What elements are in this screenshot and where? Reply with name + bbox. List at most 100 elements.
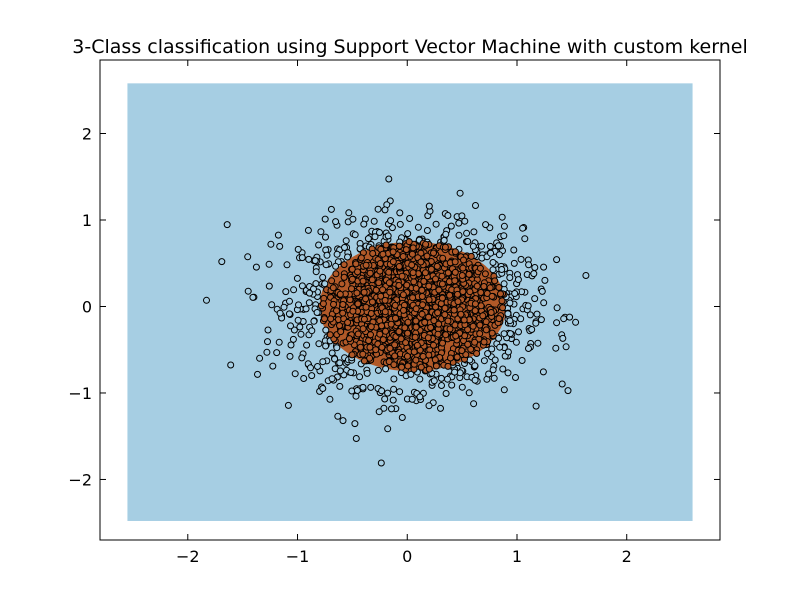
data-point-outer-class <box>500 222 508 230</box>
data-point-outer-class <box>294 316 302 324</box>
data-point-outer-class <box>496 343 504 351</box>
data-point-inner-class <box>353 289 361 297</box>
data-point-outer-class <box>553 319 561 327</box>
data-point-outer-class <box>339 417 347 425</box>
data-point-inner-class <box>418 286 426 294</box>
data-point-inner-class <box>348 285 355 293</box>
data-point-inner-class <box>389 248 397 256</box>
data-point-outer-class <box>440 236 448 244</box>
data-point-inner-class <box>392 314 399 322</box>
data-point-inner-class <box>319 300 327 308</box>
data-point-outer-class <box>519 224 527 232</box>
data-point-outer-class <box>456 369 464 377</box>
data-point-inner-class <box>424 334 432 342</box>
data-point-inner-class <box>491 277 499 285</box>
data-point-outer-class <box>506 330 514 338</box>
x-tick-label: 1 <box>512 547 522 566</box>
data-point-inner-class <box>390 361 398 369</box>
data-point-outer-class <box>332 218 340 226</box>
data-point-inner-class <box>391 341 399 349</box>
data-point-outer-class <box>572 318 580 326</box>
data-point-inner-class <box>425 296 433 304</box>
data-point-outer-class <box>455 231 463 239</box>
data-point-inner-class <box>498 297 506 305</box>
data-point-inner-class <box>409 294 417 302</box>
data-point-outer-class <box>442 390 450 397</box>
data-point-inner-class <box>336 322 343 330</box>
data-point-inner-class <box>477 302 485 310</box>
data-point-inner-class <box>434 309 442 317</box>
data-point-inner-class <box>354 330 362 338</box>
data-point-inner-class <box>377 292 385 300</box>
data-point-outer-class <box>478 242 485 250</box>
data-point-inner-class <box>412 317 420 325</box>
data-point-inner-class <box>408 261 416 269</box>
data-point-inner-class <box>452 332 460 340</box>
data-point-inner-class <box>479 312 487 320</box>
data-point-outer-class <box>283 261 291 269</box>
data-point-outer-class <box>380 404 388 412</box>
data-point-inner-class <box>372 346 380 354</box>
data-point-outer-class <box>295 301 302 309</box>
data-point-outer-class <box>319 358 327 366</box>
data-point-inner-class <box>349 307 357 315</box>
data-point-outer-class <box>564 387 572 395</box>
data-point-outer-class <box>336 359 344 367</box>
data-point-outer-class <box>322 233 329 241</box>
data-point-inner-class <box>385 268 393 276</box>
data-point-outer-class <box>332 262 340 270</box>
data-point-outer-class <box>326 395 334 403</box>
data-point-outer-class <box>267 240 275 248</box>
data-point-inner-class <box>471 338 479 346</box>
data-point-inner-class <box>360 315 368 323</box>
data-point-inner-class <box>362 295 370 303</box>
data-point-outer-class <box>484 350 492 358</box>
data-point-outer-class <box>396 209 404 217</box>
data-point-inner-class <box>354 300 362 308</box>
data-point-outer-class <box>336 367 344 375</box>
data-point-outer-class <box>444 212 452 219</box>
data-point-outer-class <box>398 414 406 421</box>
data-point-outer-class <box>356 373 364 381</box>
data-point-inner-class <box>399 291 407 299</box>
data-point-inner-class <box>379 336 387 344</box>
data-point-inner-class <box>438 294 446 302</box>
data-point-outer-class <box>296 323 304 331</box>
data-point-inner-class <box>409 244 417 252</box>
data-point-outer-class <box>541 276 549 284</box>
data-point-outer-class <box>321 280 329 288</box>
data-point-inner-class <box>495 315 503 323</box>
data-point-outer-class <box>268 301 276 309</box>
data-point-inner-class <box>339 301 347 308</box>
data-point-inner-class <box>473 350 481 357</box>
data-point-outer-class <box>349 215 357 223</box>
data-point-outer-class <box>532 319 540 327</box>
data-point-inner-class <box>336 290 344 298</box>
data-point-inner-class <box>418 293 426 300</box>
data-point-outer-class <box>495 251 503 259</box>
data-point-outer-class <box>524 302 532 310</box>
data-point-inner-class <box>454 290 461 298</box>
data-point-outer-class <box>319 273 327 281</box>
data-point-outer-class <box>385 175 393 183</box>
data-point-inner-class <box>438 280 446 288</box>
data-point-outer-class <box>396 388 404 396</box>
data-point-outer-class <box>252 263 260 271</box>
data-point-inner-class <box>382 241 390 249</box>
data-point-inner-class <box>451 258 459 266</box>
data-point-outer-class <box>423 227 431 234</box>
data-point-inner-class <box>488 329 496 337</box>
data-point-inner-class <box>459 264 467 272</box>
data-point-outer-class <box>300 375 308 382</box>
data-point-outer-class <box>308 372 316 380</box>
data-point-inner-class <box>345 335 353 343</box>
data-point-inner-class <box>466 288 474 296</box>
data-point-inner-class <box>432 275 439 283</box>
data-point-inner-class <box>328 277 336 285</box>
data-point-inner-class <box>404 362 412 370</box>
data-point-inner-class <box>476 330 484 338</box>
data-point-inner-class <box>471 300 479 308</box>
data-point-outer-class <box>464 238 472 245</box>
x-axis: −2 −1 0 1 2 <box>176 60 632 566</box>
data-point-inner-class <box>386 288 394 296</box>
